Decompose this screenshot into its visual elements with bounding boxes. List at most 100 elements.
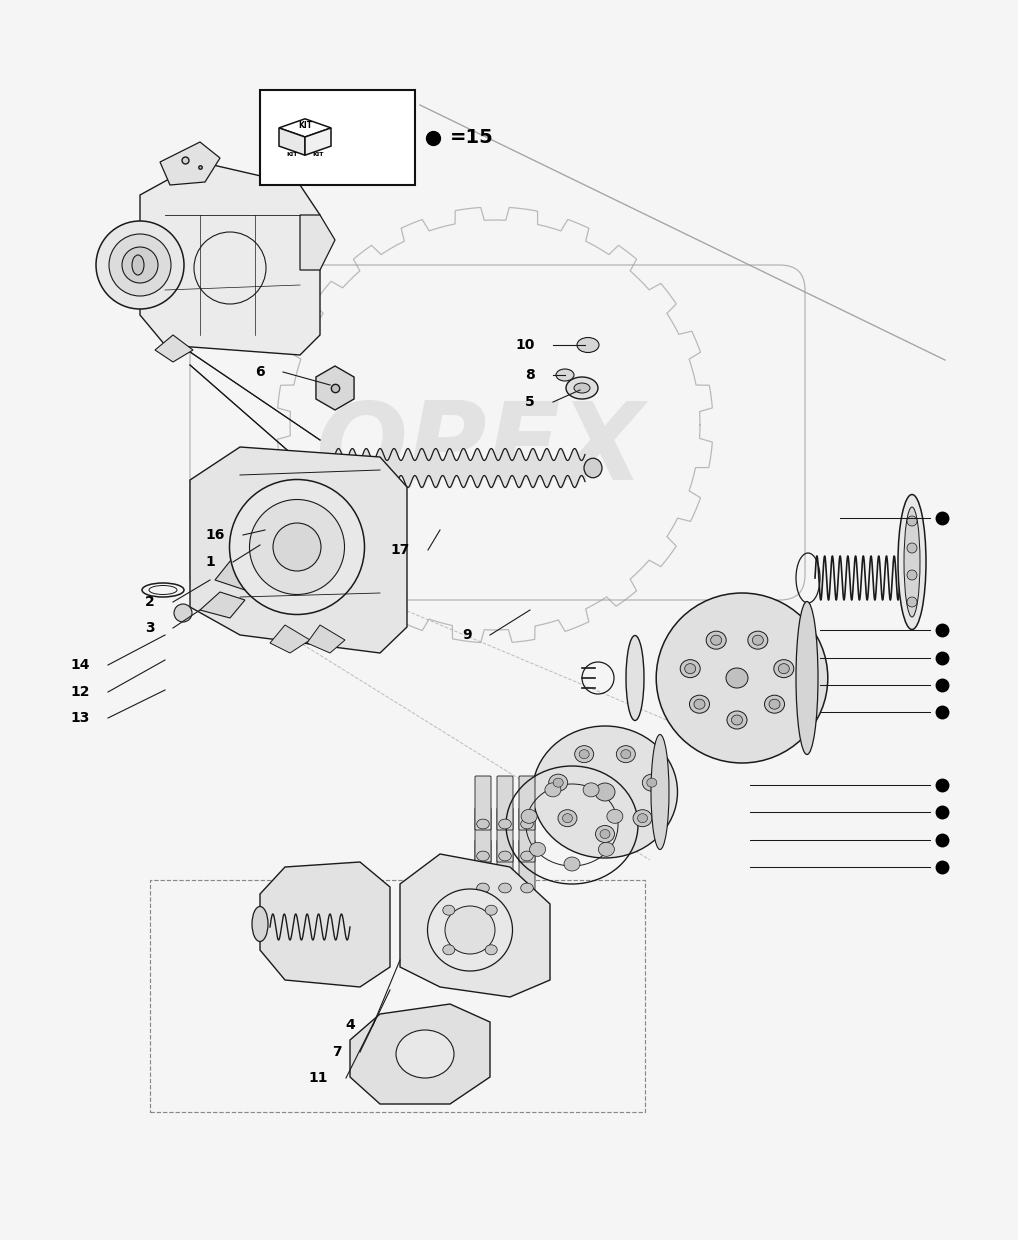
Ellipse shape: [904, 507, 920, 618]
Ellipse shape: [266, 541, 278, 549]
Ellipse shape: [685, 663, 695, 673]
Ellipse shape: [637, 813, 647, 822]
Ellipse shape: [486, 945, 497, 955]
Text: 4: 4: [345, 1018, 355, 1032]
Ellipse shape: [229, 480, 364, 615]
Ellipse shape: [726, 668, 748, 688]
Text: 16: 16: [206, 528, 225, 542]
Ellipse shape: [642, 774, 662, 791]
Circle shape: [907, 543, 917, 553]
Ellipse shape: [579, 750, 589, 759]
Text: 5: 5: [525, 396, 535, 409]
Ellipse shape: [769, 699, 780, 709]
Ellipse shape: [774, 660, 794, 677]
Ellipse shape: [689, 696, 710, 713]
Ellipse shape: [252, 906, 268, 941]
Text: 2: 2: [146, 595, 155, 609]
Ellipse shape: [574, 383, 590, 393]
Text: 3: 3: [146, 621, 155, 635]
Ellipse shape: [732, 715, 742, 725]
Ellipse shape: [577, 337, 599, 352]
Ellipse shape: [596, 826, 615, 842]
Ellipse shape: [428, 889, 512, 971]
Text: 9: 9: [462, 627, 472, 642]
Ellipse shape: [532, 725, 678, 858]
Ellipse shape: [595, 782, 615, 801]
Text: 17: 17: [391, 543, 410, 557]
Ellipse shape: [499, 883, 511, 893]
Bar: [260, 91, 415, 185]
Ellipse shape: [566, 377, 598, 399]
Ellipse shape: [558, 810, 577, 827]
Ellipse shape: [443, 945, 455, 955]
Ellipse shape: [109, 234, 171, 296]
Ellipse shape: [711, 635, 722, 645]
Ellipse shape: [651, 734, 669, 849]
Ellipse shape: [727, 711, 747, 729]
Ellipse shape: [583, 782, 599, 797]
Ellipse shape: [748, 631, 768, 650]
Ellipse shape: [476, 883, 490, 893]
Ellipse shape: [706, 631, 726, 650]
Ellipse shape: [796, 601, 818, 754]
FancyBboxPatch shape: [475, 776, 491, 830]
Ellipse shape: [263, 525, 281, 536]
Polygon shape: [316, 366, 354, 410]
Polygon shape: [350, 1004, 490, 1104]
Polygon shape: [279, 128, 305, 155]
Ellipse shape: [486, 905, 497, 915]
Ellipse shape: [779, 663, 789, 673]
Text: 12: 12: [70, 684, 90, 699]
Polygon shape: [260, 862, 390, 987]
Text: 11: 11: [308, 1071, 328, 1085]
Ellipse shape: [646, 779, 657, 787]
Ellipse shape: [657, 593, 828, 763]
Ellipse shape: [752, 635, 764, 645]
Ellipse shape: [765, 696, 785, 713]
FancyBboxPatch shape: [497, 808, 513, 862]
Ellipse shape: [616, 745, 635, 763]
Ellipse shape: [520, 883, 533, 893]
Ellipse shape: [249, 500, 344, 594]
FancyBboxPatch shape: [519, 839, 535, 894]
Ellipse shape: [132, 255, 144, 275]
Circle shape: [174, 604, 192, 622]
Ellipse shape: [549, 774, 568, 791]
Ellipse shape: [499, 820, 511, 828]
FancyBboxPatch shape: [519, 808, 535, 862]
Ellipse shape: [445, 906, 495, 954]
Polygon shape: [190, 446, 407, 653]
Ellipse shape: [521, 810, 538, 823]
Circle shape: [907, 516, 917, 526]
Text: 14: 14: [70, 658, 90, 672]
Polygon shape: [160, 143, 220, 185]
Text: 10: 10: [516, 339, 535, 352]
Ellipse shape: [520, 820, 533, 828]
Ellipse shape: [499, 851, 511, 861]
Ellipse shape: [529, 842, 546, 857]
Polygon shape: [155, 335, 193, 362]
Ellipse shape: [599, 842, 615, 857]
FancyBboxPatch shape: [475, 839, 491, 894]
Ellipse shape: [564, 857, 580, 870]
Ellipse shape: [621, 750, 631, 759]
Ellipse shape: [396, 1030, 454, 1078]
Polygon shape: [307, 625, 345, 653]
Circle shape: [907, 596, 917, 608]
Polygon shape: [215, 556, 260, 590]
Ellipse shape: [600, 830, 610, 838]
Text: 7: 7: [332, 1045, 342, 1059]
Ellipse shape: [122, 247, 158, 283]
Ellipse shape: [545, 782, 561, 797]
Polygon shape: [279, 119, 331, 136]
Ellipse shape: [96, 221, 184, 309]
Ellipse shape: [607, 810, 623, 823]
Polygon shape: [270, 625, 310, 653]
Text: 8: 8: [525, 368, 535, 382]
Polygon shape: [200, 591, 245, 618]
Text: KIT: KIT: [286, 153, 297, 157]
Ellipse shape: [322, 459, 337, 476]
Text: 1: 1: [206, 556, 215, 569]
Ellipse shape: [575, 745, 593, 763]
Text: OPEX: OPEX: [316, 397, 644, 503]
